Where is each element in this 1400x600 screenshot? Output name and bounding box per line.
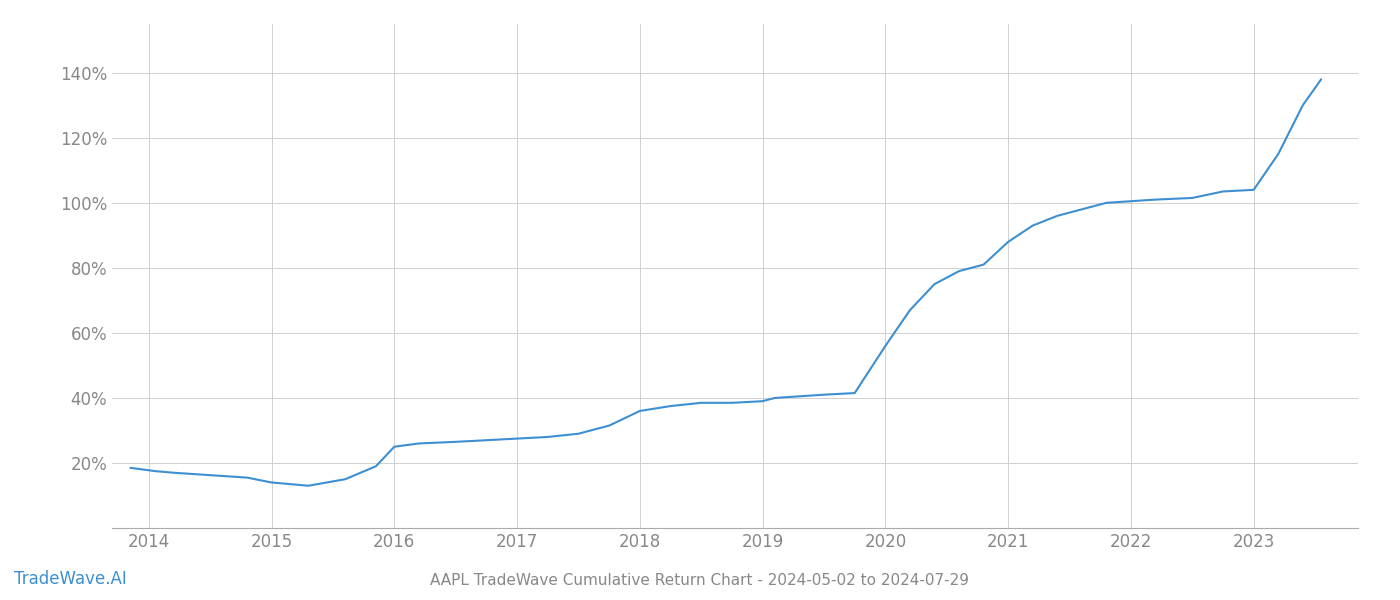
Text: AAPL TradeWave Cumulative Return Chart - 2024-05-02 to 2024-07-29: AAPL TradeWave Cumulative Return Chart -… bbox=[431, 573, 969, 588]
Text: TradeWave.AI: TradeWave.AI bbox=[14, 570, 127, 588]
